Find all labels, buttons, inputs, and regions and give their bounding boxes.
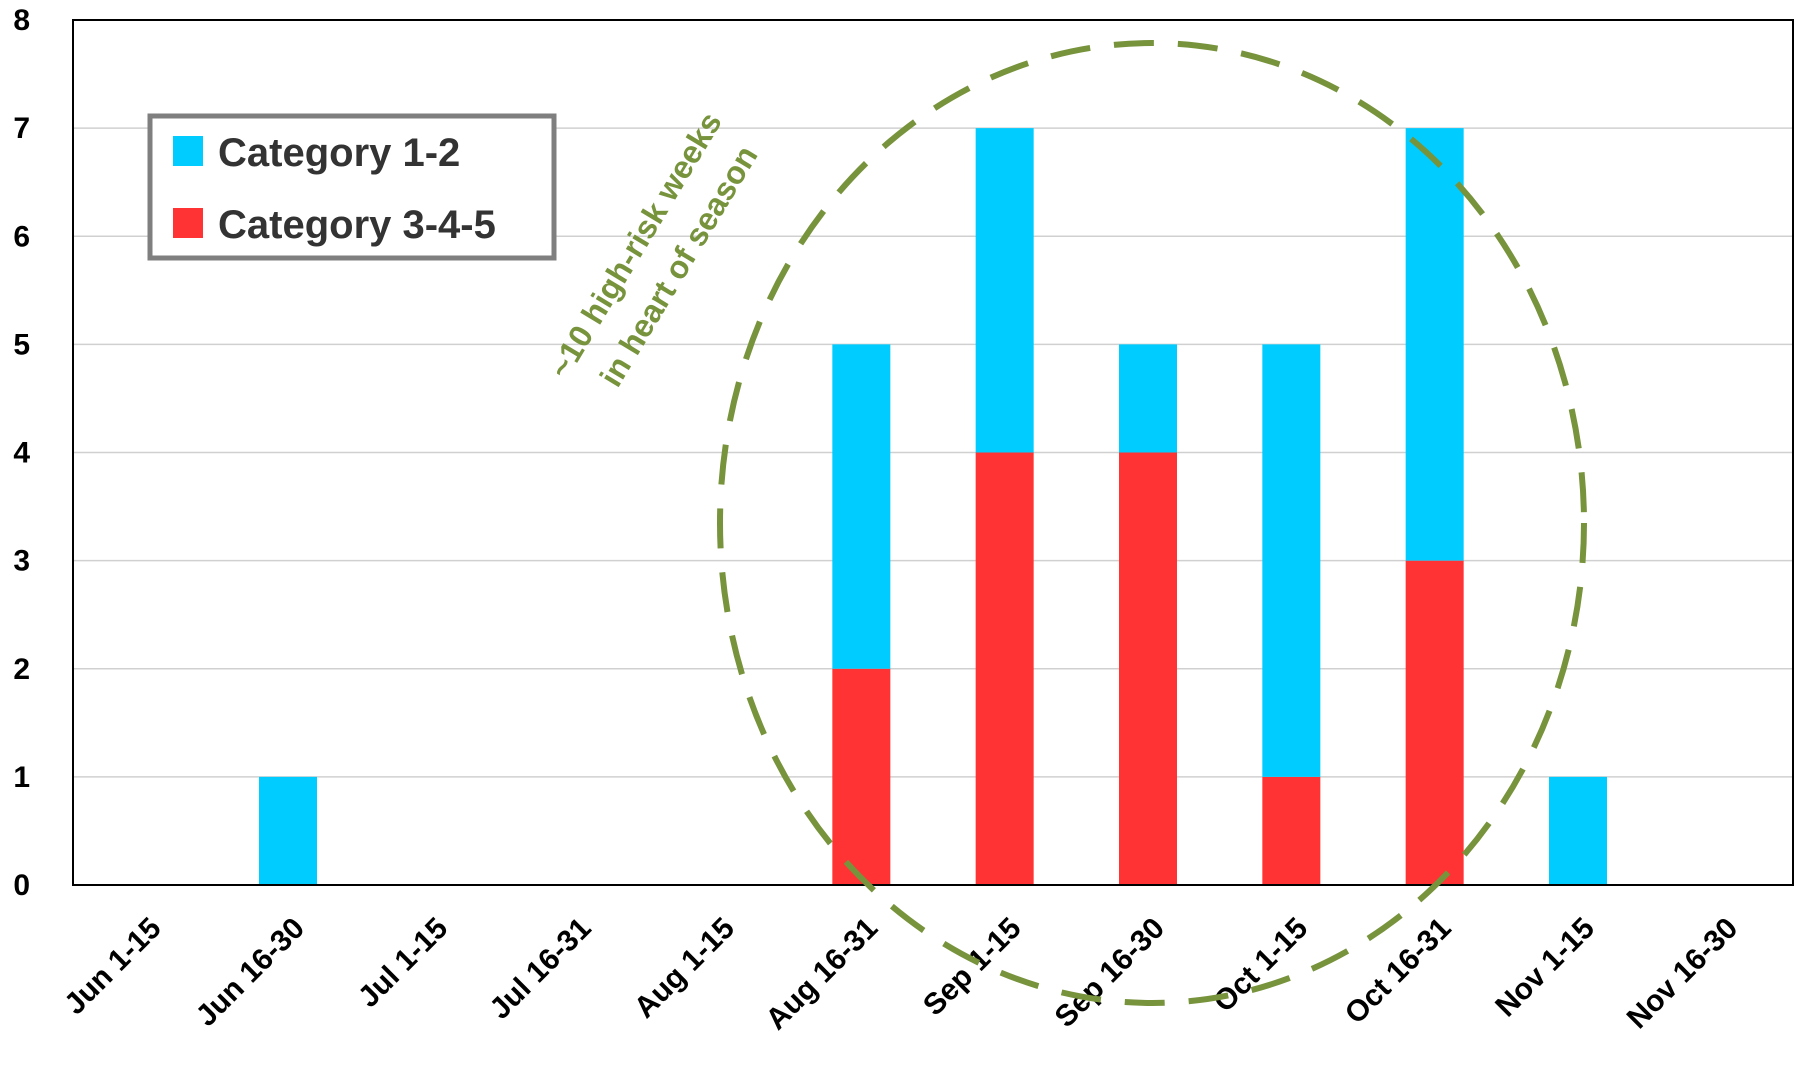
legend-box <box>147 113 557 261</box>
annotation-text: ~10 high-risk weeks in heart of season <box>542 98 775 409</box>
y-tick-label-1: 1 <box>13 761 30 794</box>
x-tick-label-6: Sep 1-15 <box>917 912 1028 1023</box>
x-tick-label-4: Aug 1-15 <box>628 912 741 1025</box>
bar-cat12-1 <box>259 776 317 885</box>
y-tick-label-2: 2 <box>13 653 30 686</box>
bar-cat345-8 <box>1262 776 1321 885</box>
x-tick-label-2: Jul 1-15 <box>352 912 454 1014</box>
x-tick-label-10: Nov 1-15 <box>1489 912 1601 1024</box>
plot-area-frame <box>72 19 1794 886</box>
legend: Category 1-2 Category 3-4-5 <box>147 113 557 261</box>
y-tick-label-0: 0 <box>13 869 30 902</box>
y-tick-label-6: 6 <box>13 220 30 253</box>
y-tick-label-4: 4 <box>13 437 30 470</box>
x-tick-label-0: Jun 1-15 <box>58 912 167 1021</box>
bar-cat12-6 <box>975 128 1034 453</box>
bar-cat345-6 <box>975 452 1034 885</box>
x-tick-label-5: Aug 16-31 <box>760 912 885 1037</box>
bar-cat12-9 <box>1405 128 1464 561</box>
y-axis-ticks: 0 1 2 3 4 5 6 7 8 <box>13 4 30 902</box>
x-tick-label-1: Jun 16-30 <box>190 912 311 1033</box>
bar-cat12-7 <box>1119 344 1177 453</box>
bar-cat345-9 <box>1405 560 1464 885</box>
x-axis-ticks: Jun 1-15 Jun 16-30 Jul 1-15 Jul 16-31 Aug 1-… <box>58 912 1744 1037</box>
legend-label-category-1-2: Category 1-2 <box>218 131 460 175</box>
bar-cat12-8 <box>1262 344 1321 777</box>
y-tick-label-5: 5 <box>13 328 30 361</box>
legend-swatch-category-1-2 <box>173 136 203 166</box>
bars <box>259 128 1607 885</box>
bar-cat12-10 <box>1549 776 1607 885</box>
legend-swatch-category-3-4-5 <box>173 208 203 238</box>
bar-cat345-7 <box>1119 452 1177 885</box>
x-tick-label-8: Oct 1-15 <box>1207 912 1314 1019</box>
y-tick-label-8: 8 <box>13 4 30 37</box>
x-tick-label-9: Oct 16-31 <box>1339 912 1458 1031</box>
x-tick-label-11: Nov 16-30 <box>1621 912 1745 1036</box>
bar-cat12-5 <box>832 344 891 669</box>
x-tick-label-3: Jul 16-31 <box>483 912 597 1026</box>
legend-label-category-3-4-5: Category 3-4-5 <box>218 203 496 247</box>
y-tick-label-3: 3 <box>13 545 30 578</box>
high-risk-ellipse <box>717 40 1587 1006</box>
y-tick-label-7: 7 <box>13 112 30 145</box>
bar-cat345-5 <box>832 668 891 885</box>
x-tick-label-7: Sep 16-30 <box>1049 912 1171 1034</box>
